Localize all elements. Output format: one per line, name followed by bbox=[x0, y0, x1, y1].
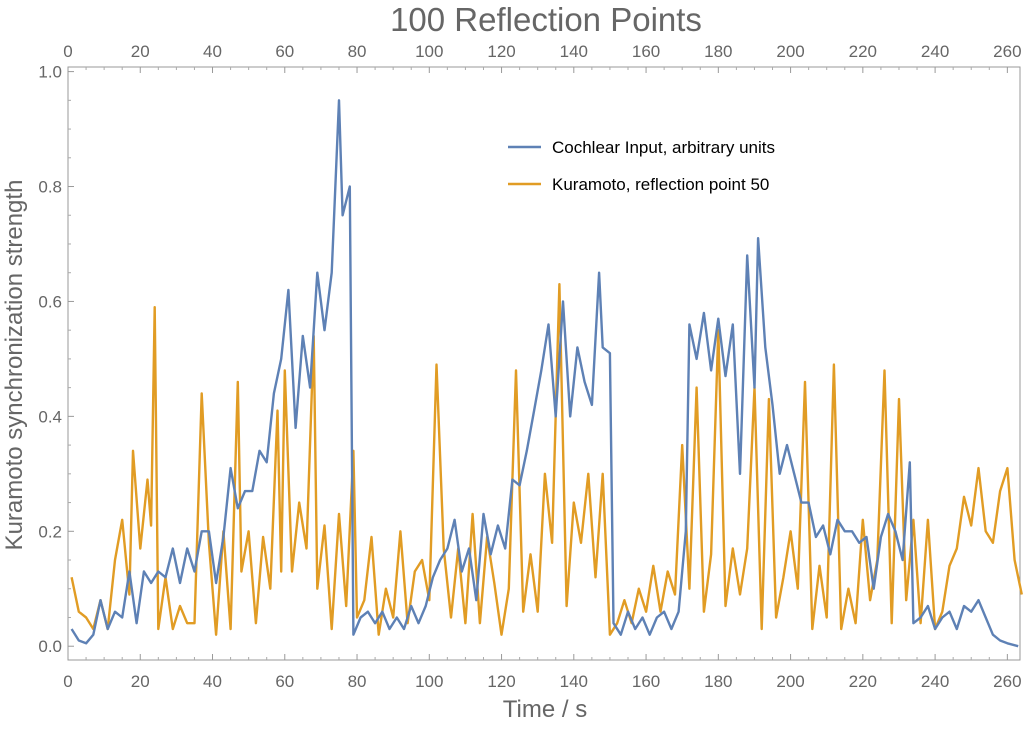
x-tick-label: 20 bbox=[131, 672, 150, 691]
y-tick-label: 0.4 bbox=[38, 407, 62, 426]
legend-label-cochlear: Cochlear Input, arbitrary units bbox=[552, 138, 775, 157]
x-tick-label-top: 20 bbox=[131, 42, 150, 61]
x-tick-label: 60 bbox=[275, 672, 294, 691]
x-tick-label-top: 140 bbox=[560, 42, 588, 61]
x-tick-label-top: 160 bbox=[632, 42, 660, 61]
legend-label-kuramoto: Kuramoto, reflection point 50 bbox=[552, 175, 769, 194]
x-tick-label: 120 bbox=[487, 672, 515, 691]
x-tick-label: 0 bbox=[63, 672, 72, 691]
x-tick-label-top: 40 bbox=[203, 42, 222, 61]
y-tick-label: 0.6 bbox=[38, 292, 62, 311]
series-cochlear-input-line bbox=[70, 99, 1019, 648]
x-tick-label-top: 240 bbox=[921, 42, 949, 61]
legend: Cochlear Input, arbitrary units Kuramoto… bbox=[508, 138, 775, 194]
x-tick-label: 100 bbox=[415, 672, 443, 691]
y-axis-label: Kuramoto synchronization strength bbox=[1, 180, 28, 551]
chart-title: 100 Reflection Points bbox=[390, 1, 702, 38]
x-tick-label-top: 60 bbox=[275, 42, 294, 61]
x-tick-label: 80 bbox=[348, 672, 367, 691]
series-kuramoto-line bbox=[70, 283, 1023, 636]
x-tick-label-top: 220 bbox=[849, 42, 877, 61]
y-tick-label: 0.0 bbox=[38, 637, 62, 656]
x-tick-label-top: 120 bbox=[487, 42, 515, 61]
plot-frame bbox=[67, 66, 1021, 661]
y-tick-label: 0.2 bbox=[38, 522, 62, 541]
y-tick-label: 1.0 bbox=[38, 63, 62, 82]
x-tick-label: 40 bbox=[203, 672, 222, 691]
x-tick-label-top: 180 bbox=[704, 42, 732, 61]
x-tick-label: 220 bbox=[849, 672, 877, 691]
x-tick-label: 240 bbox=[921, 672, 949, 691]
x-tick-label: 180 bbox=[704, 672, 732, 691]
x-tick-label-top: 200 bbox=[776, 42, 804, 61]
x-tick-label: 160 bbox=[632, 672, 660, 691]
x-tick-label-top: 80 bbox=[348, 42, 367, 61]
x-tick-label: 200 bbox=[776, 672, 804, 691]
x-axis-label: Time / s bbox=[503, 696, 587, 723]
x-tick-label: 260 bbox=[993, 672, 1021, 691]
y-tick-label: 0.8 bbox=[38, 178, 62, 197]
x-tick-label-top: 100 bbox=[415, 42, 443, 61]
x-tick-label-top: 260 bbox=[993, 42, 1021, 61]
x-tick-label: 140 bbox=[560, 672, 588, 691]
x-tick-label-top: 0 bbox=[63, 42, 72, 61]
